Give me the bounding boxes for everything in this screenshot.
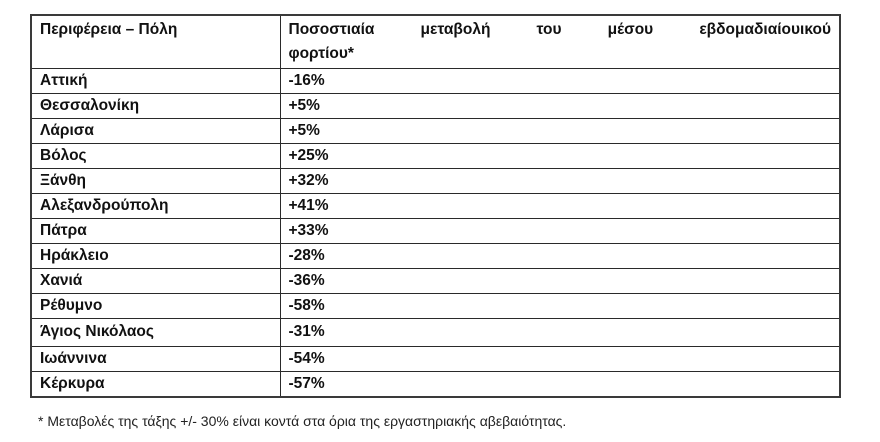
header-word: του [536,21,562,38]
change-cell: +5% [279,93,841,119]
region-cell: Αλεξανδρούπολη [30,193,281,219]
change-cell: +5% [279,118,841,144]
table-row: Ηράκλειο -28% [30,243,841,269]
region-cell: Χανιά [30,268,281,294]
change-cell: -36% [279,268,841,294]
region-cell: Άγιος Νικόλαος [30,318,281,347]
change-cell: -16% [279,68,841,94]
header-word: μεταβολή [420,21,491,38]
table-row: Κέρκυρα -57% [30,371,841,398]
region-cell: Ιωάννινα [30,346,281,372]
document: Περιφέρεια – Πόλη Ποσοστιαία μεταβολή το… [30,14,841,398]
region-cell: Βόλος [30,143,281,169]
change-cell: -28% [279,243,841,269]
header-word: μέσου [607,21,654,38]
region-cell: Κέρκυρα [30,371,281,398]
change-cell: -58% [279,293,841,319]
header-word: εβδομαδιαίουικού [699,21,831,38]
table-row: Θεσσαλονίκη +5% [30,93,841,119]
table-row: Άγιος Νικόλαος -31% [30,318,841,347]
change-cell: +41% [279,193,841,219]
table-row: Βόλος +25% [30,143,841,169]
change-cell: -31% [279,318,841,347]
change-cell: +33% [279,218,841,244]
header-percent-change: Ποσοστιαία μεταβολή του μέσου εβδομαδιαί… [279,14,841,69]
region-cell: Ηράκλειο [30,243,281,269]
header-region-city: Περιφέρεια – Πόλη [30,14,281,69]
table-row: Ιωάννινα -54% [30,346,841,372]
table-row: Αλεξανδρούπολη +41% [30,193,841,219]
table-row: Ξάνθη +32% [30,168,841,194]
change-cell: -57% [279,371,841,398]
region-cell: Πάτρα [30,218,281,244]
region-cell: Λάρισα [30,118,281,144]
table-row: Αττική -16% [30,68,841,94]
table-row: Λάρισα +5% [30,118,841,144]
table-row: Πάτρα +33% [30,218,841,244]
region-cell: Ξάνθη [30,168,281,194]
wastewater-load-change-table: Περιφέρεια – Πόλη Ποσοστιαία μεταβολή το… [30,14,841,398]
region-cell: Ρέθυμνο [30,293,281,319]
header-word: Ποσοστιαία [288,21,375,38]
header-percent-change-line1: Ποσοστιαία μεταβολή του μέσου εβδομαδιαί… [289,18,832,42]
table-row: Χανιά -36% [30,268,841,294]
table-row: Ρέθυμνο -58% [30,293,841,319]
change-cell: +25% [279,143,841,169]
region-cell: Αττική [30,68,281,94]
change-cell: +32% [279,168,841,194]
header-percent-change-line2: φορτίου* [288,45,354,62]
footnote: * Μεταβολές της τάξης +/- 30% είναι κοντ… [38,413,567,429]
region-cell: Θεσσαλονίκη [30,93,281,119]
table-header-row: Περιφέρεια – Πόλη Ποσοστιαία μεταβολή το… [30,14,841,69]
change-cell: -54% [279,346,841,372]
